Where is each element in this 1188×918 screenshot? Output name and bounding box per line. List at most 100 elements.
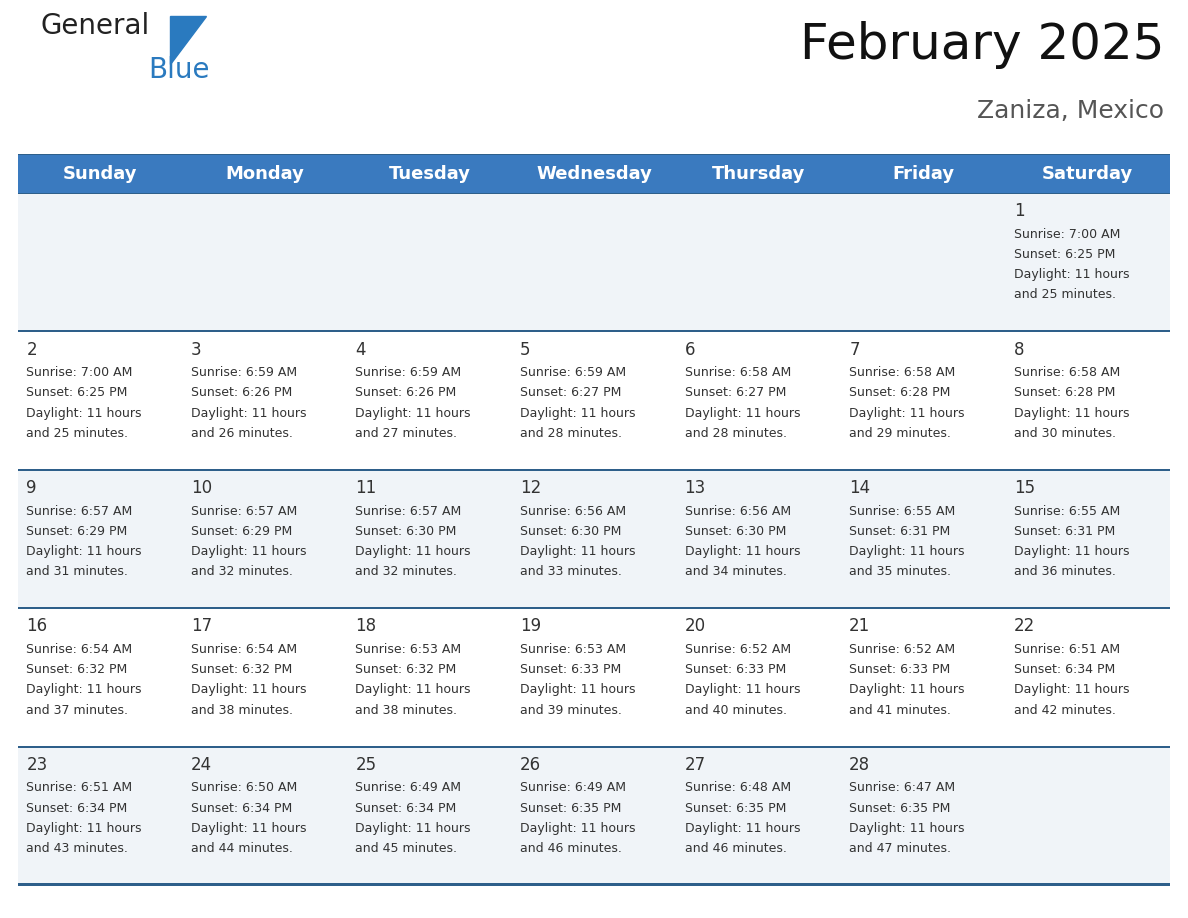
Text: Daylight: 11 hours: Daylight: 11 hours (191, 684, 307, 697)
Text: Sunset: 6:32 PM: Sunset: 6:32 PM (191, 664, 292, 677)
Text: 24: 24 (191, 756, 211, 774)
Text: Sunrise: 6:58 AM: Sunrise: 6:58 AM (849, 366, 955, 379)
Text: Blue: Blue (148, 56, 209, 84)
Polygon shape (170, 16, 206, 64)
Text: Sunset: 6:29 PM: Sunset: 6:29 PM (26, 525, 127, 538)
Text: and 31 minutes.: and 31 minutes. (26, 565, 128, 578)
Text: Sunset: 6:34 PM: Sunset: 6:34 PM (191, 801, 292, 814)
Text: and 46 minutes.: and 46 minutes. (684, 842, 786, 855)
Text: 4: 4 (355, 341, 366, 359)
Text: and 37 minutes.: and 37 minutes. (26, 704, 128, 717)
Text: Sunset: 6:35 PM: Sunset: 6:35 PM (684, 801, 786, 814)
Text: and 26 minutes.: and 26 minutes. (191, 427, 292, 440)
Text: Daylight: 11 hours: Daylight: 11 hours (849, 407, 965, 420)
Text: Daylight: 11 hours: Daylight: 11 hours (191, 822, 307, 834)
Text: Sunrise: 6:57 AM: Sunrise: 6:57 AM (355, 505, 462, 518)
Text: Sunset: 6:32 PM: Sunset: 6:32 PM (26, 664, 127, 677)
Text: 19: 19 (520, 618, 542, 635)
Text: and 47 minutes.: and 47 minutes. (849, 842, 952, 855)
Text: General: General (40, 12, 150, 40)
Text: Sunrise: 6:53 AM: Sunrise: 6:53 AM (355, 644, 462, 656)
Text: Sunset: 6:28 PM: Sunset: 6:28 PM (849, 386, 950, 399)
Text: Sunrise: 6:53 AM: Sunrise: 6:53 AM (520, 644, 626, 656)
Text: Sunrise: 6:58 AM: Sunrise: 6:58 AM (684, 366, 791, 379)
Text: February 2025: February 2025 (800, 21, 1164, 70)
Text: Sunset: 6:27 PM: Sunset: 6:27 PM (520, 386, 621, 399)
Text: Sunset: 6:34 PM: Sunset: 6:34 PM (355, 801, 456, 814)
Text: Daylight: 11 hours: Daylight: 11 hours (520, 684, 636, 697)
Text: Daylight: 11 hours: Daylight: 11 hours (684, 822, 800, 834)
Text: Sunset: 6:33 PM: Sunset: 6:33 PM (849, 664, 950, 677)
Text: Daylight: 11 hours: Daylight: 11 hours (684, 407, 800, 420)
Text: Sunrise: 6:55 AM: Sunrise: 6:55 AM (1013, 505, 1120, 518)
Text: Sunrise: 6:59 AM: Sunrise: 6:59 AM (191, 366, 297, 379)
Text: Daylight: 11 hours: Daylight: 11 hours (849, 545, 965, 558)
Text: Sunset: 6:29 PM: Sunset: 6:29 PM (191, 525, 292, 538)
Text: Monday: Monday (226, 165, 304, 183)
Text: Thursday: Thursday (712, 165, 805, 183)
Text: 17: 17 (191, 618, 211, 635)
Text: Daylight: 11 hours: Daylight: 11 hours (191, 407, 307, 420)
Text: Sunrise: 6:47 AM: Sunrise: 6:47 AM (849, 781, 955, 794)
Text: and 36 minutes.: and 36 minutes. (1013, 565, 1116, 578)
Text: 23: 23 (26, 756, 48, 774)
Text: Daylight: 11 hours: Daylight: 11 hours (520, 407, 636, 420)
Text: Tuesday: Tuesday (388, 165, 470, 183)
Text: and 25 minutes.: and 25 minutes. (1013, 288, 1116, 301)
Text: 22: 22 (1013, 618, 1035, 635)
Text: Daylight: 11 hours: Daylight: 11 hours (26, 684, 141, 697)
Text: and 43 minutes.: and 43 minutes. (26, 842, 128, 855)
Text: Sunset: 6:30 PM: Sunset: 6:30 PM (684, 525, 786, 538)
Text: Sunrise: 6:56 AM: Sunrise: 6:56 AM (684, 505, 791, 518)
Text: and 40 minutes.: and 40 minutes. (684, 704, 786, 717)
Text: 20: 20 (684, 618, 706, 635)
Text: Friday: Friday (892, 165, 954, 183)
Text: and 27 minutes.: and 27 minutes. (355, 427, 457, 440)
Text: 21: 21 (849, 618, 871, 635)
Text: Daylight: 11 hours: Daylight: 11 hours (355, 822, 470, 834)
Text: Sunrise: 6:59 AM: Sunrise: 6:59 AM (520, 366, 626, 379)
Text: 15: 15 (1013, 479, 1035, 497)
Text: 11: 11 (355, 479, 377, 497)
Text: Sunrise: 6:59 AM: Sunrise: 6:59 AM (355, 366, 462, 379)
Text: 10: 10 (191, 479, 211, 497)
Text: Sunrise: 6:50 AM: Sunrise: 6:50 AM (191, 781, 297, 794)
Text: 6: 6 (684, 341, 695, 359)
Text: 5: 5 (520, 341, 531, 359)
Text: Sunset: 6:25 PM: Sunset: 6:25 PM (1013, 248, 1116, 261)
Text: and 46 minutes.: and 46 minutes. (520, 842, 621, 855)
Text: 3: 3 (191, 341, 202, 359)
Text: and 38 minutes.: and 38 minutes. (355, 704, 457, 717)
Text: Sunday: Sunday (63, 165, 138, 183)
Text: Sunset: 6:27 PM: Sunset: 6:27 PM (684, 386, 786, 399)
Text: Daylight: 11 hours: Daylight: 11 hours (1013, 545, 1130, 558)
Text: Sunset: 6:30 PM: Sunset: 6:30 PM (355, 525, 457, 538)
Text: Sunset: 6:32 PM: Sunset: 6:32 PM (355, 664, 456, 677)
Text: Sunset: 6:33 PM: Sunset: 6:33 PM (520, 664, 621, 677)
Text: 18: 18 (355, 618, 377, 635)
Text: and 38 minutes.: and 38 minutes. (191, 704, 293, 717)
Text: 2: 2 (26, 341, 37, 359)
Text: Sunrise: 6:56 AM: Sunrise: 6:56 AM (520, 505, 626, 518)
Text: Sunset: 6:31 PM: Sunset: 6:31 PM (1013, 525, 1116, 538)
Text: Daylight: 11 hours: Daylight: 11 hours (684, 545, 800, 558)
Text: Sunrise: 6:57 AM: Sunrise: 6:57 AM (26, 505, 133, 518)
Text: 1: 1 (1013, 202, 1024, 220)
Text: Daylight: 11 hours: Daylight: 11 hours (1013, 407, 1130, 420)
Text: Sunset: 6:25 PM: Sunset: 6:25 PM (26, 386, 127, 399)
Text: Sunrise: 6:57 AM: Sunrise: 6:57 AM (191, 505, 297, 518)
Text: 27: 27 (684, 756, 706, 774)
Text: Sunrise: 6:51 AM: Sunrise: 6:51 AM (1013, 644, 1120, 656)
Text: Sunset: 6:30 PM: Sunset: 6:30 PM (520, 525, 621, 538)
Text: and 32 minutes.: and 32 minutes. (191, 565, 292, 578)
Text: Sunrise: 6:49 AM: Sunrise: 6:49 AM (520, 781, 626, 794)
Text: Wednesday: Wednesday (536, 165, 652, 183)
Text: Sunrise: 6:54 AM: Sunrise: 6:54 AM (191, 644, 297, 656)
Text: 16: 16 (26, 618, 48, 635)
Text: Daylight: 11 hours: Daylight: 11 hours (520, 545, 636, 558)
Text: Daylight: 11 hours: Daylight: 11 hours (191, 545, 307, 558)
Text: and 32 minutes.: and 32 minutes. (355, 565, 457, 578)
Text: and 25 minutes.: and 25 minutes. (26, 427, 128, 440)
Text: Sunset: 6:33 PM: Sunset: 6:33 PM (684, 664, 785, 677)
Text: and 41 minutes.: and 41 minutes. (849, 704, 952, 717)
